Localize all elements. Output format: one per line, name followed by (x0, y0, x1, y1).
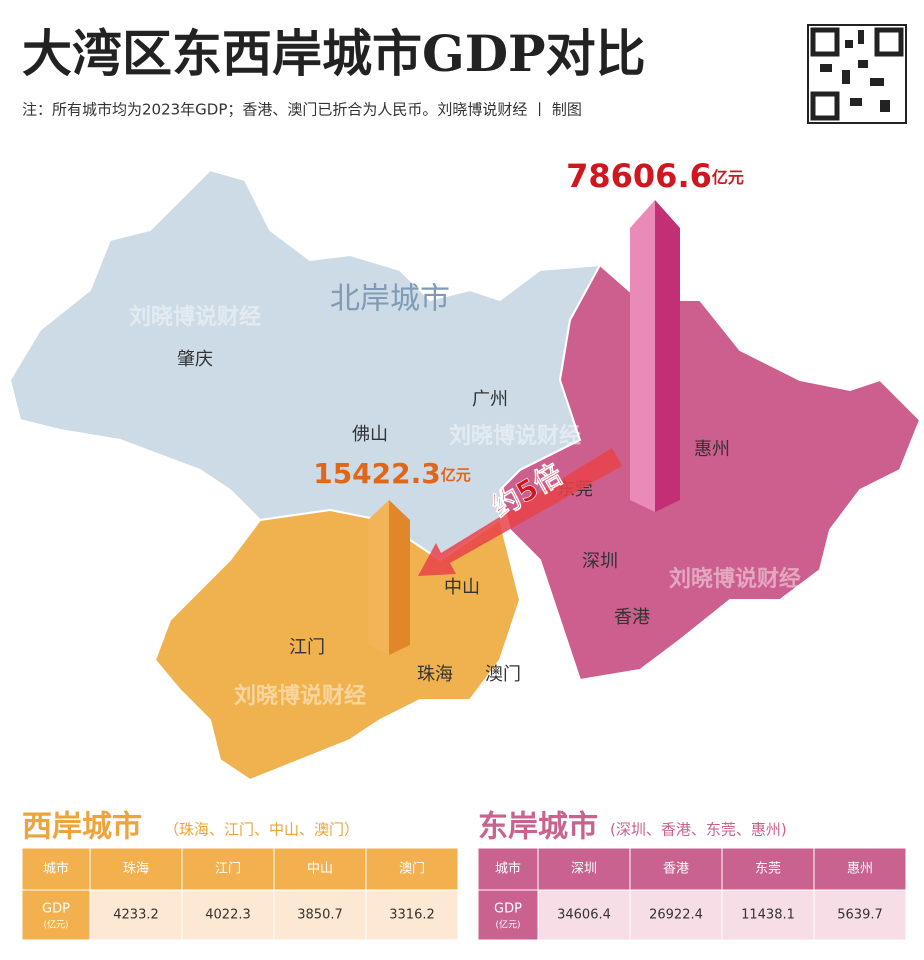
city-label: 深圳 (582, 551, 618, 572)
header-cell (477, 847, 539, 891)
watermark: 刘晓博说财经 (234, 683, 366, 709)
ratio-arrow (418, 448, 622, 576)
city-label: 惠州 (694, 439, 730, 460)
row-label: GDP (42, 902, 70, 917)
west-table-title: 西岸城市 (22, 810, 142, 845)
value-cell (365, 889, 459, 941)
value-text: 4022.3 (205, 908, 251, 923)
header-text: 东莞 (755, 862, 781, 877)
city-label: 中山 (444, 577, 480, 598)
city-label: 江门 (289, 637, 325, 658)
row-label-cell (477, 889, 539, 941)
east-pillar (630, 200, 680, 512)
east-total-value: 78606.6 (566, 157, 712, 195)
header-text: 惠州 (847, 862, 873, 877)
value-text: 34606.4 (557, 908, 611, 923)
header-cell (537, 847, 631, 891)
header-cell (629, 847, 723, 891)
east-table-subtitle: (深圳、香港、东莞、惠州) (610, 821, 787, 839)
east-table-title: 东岸城市 (478, 810, 598, 845)
header-cell (21, 847, 91, 891)
city-label: 香港 (614, 607, 650, 628)
east-total: 78606.6亿元 (566, 157, 744, 195)
west-total-value: 15422.3 (313, 457, 441, 490)
west-total-unit: 亿元 (441, 466, 471, 484)
row-unit: (亿元) (43, 919, 68, 931)
value-text: 3850.7 (297, 908, 343, 923)
city-label: 珠海 (417, 664, 453, 685)
header-text: 中山 (307, 862, 333, 877)
row-label: GDP (494, 902, 522, 917)
value-text: 3316.2 (389, 908, 435, 923)
west-table-subtitle: （珠海、江门、中山、澳门） (164, 821, 359, 839)
header-text: 城市 (43, 861, 69, 877)
title: 大湾区东西岸城市GDP对比 (22, 24, 646, 83)
header-text: 香港 (663, 862, 689, 877)
value-text: 5639.7 (837, 908, 883, 923)
city-label: 广州 (472, 389, 508, 410)
city-label: 佛山 (352, 424, 388, 445)
value-cell (721, 889, 815, 941)
city-label: 澳门 (485, 664, 521, 685)
watermark: 刘晓博说财经 (129, 304, 261, 330)
region-label: 北岸城市 (330, 282, 450, 317)
header-cell (813, 847, 907, 891)
city-label: 肇庆 (177, 349, 213, 370)
value-cell (813, 889, 907, 941)
value-cell (273, 889, 367, 941)
value-text: 11438.1 (741, 908, 795, 923)
note: 注：所有城市均为2023年GDP；香港、澳门已折合为人民币。刘晓博说财经 丨 制… (22, 101, 582, 119)
header-text: 珠海 (123, 862, 149, 877)
header-text: 深圳 (571, 862, 597, 877)
header-text: 江门 (215, 862, 241, 877)
east-region (498, 263, 922, 682)
value-cell (181, 889, 275, 941)
west-pillar (368, 500, 410, 655)
header-text: 澳门 (399, 861, 425, 877)
watermark: 刘晓博说财经 (449, 423, 581, 449)
value-text: 4233.2 (113, 908, 159, 923)
row-label-cell (21, 889, 91, 941)
east-total-unit: 亿元 (712, 168, 744, 187)
qr-code (807, 24, 907, 124)
value-text: 26922.4 (649, 908, 703, 923)
value-cell (629, 889, 723, 941)
header-cell (89, 847, 183, 891)
row-unit: (亿元) (495, 919, 520, 931)
west-total: 15422.3亿元 (313, 457, 471, 490)
value-cell (537, 889, 631, 941)
header-text: 城市 (495, 861, 521, 877)
watermark: 刘晓博说财经 (669, 566, 801, 592)
value-cell (89, 889, 183, 941)
